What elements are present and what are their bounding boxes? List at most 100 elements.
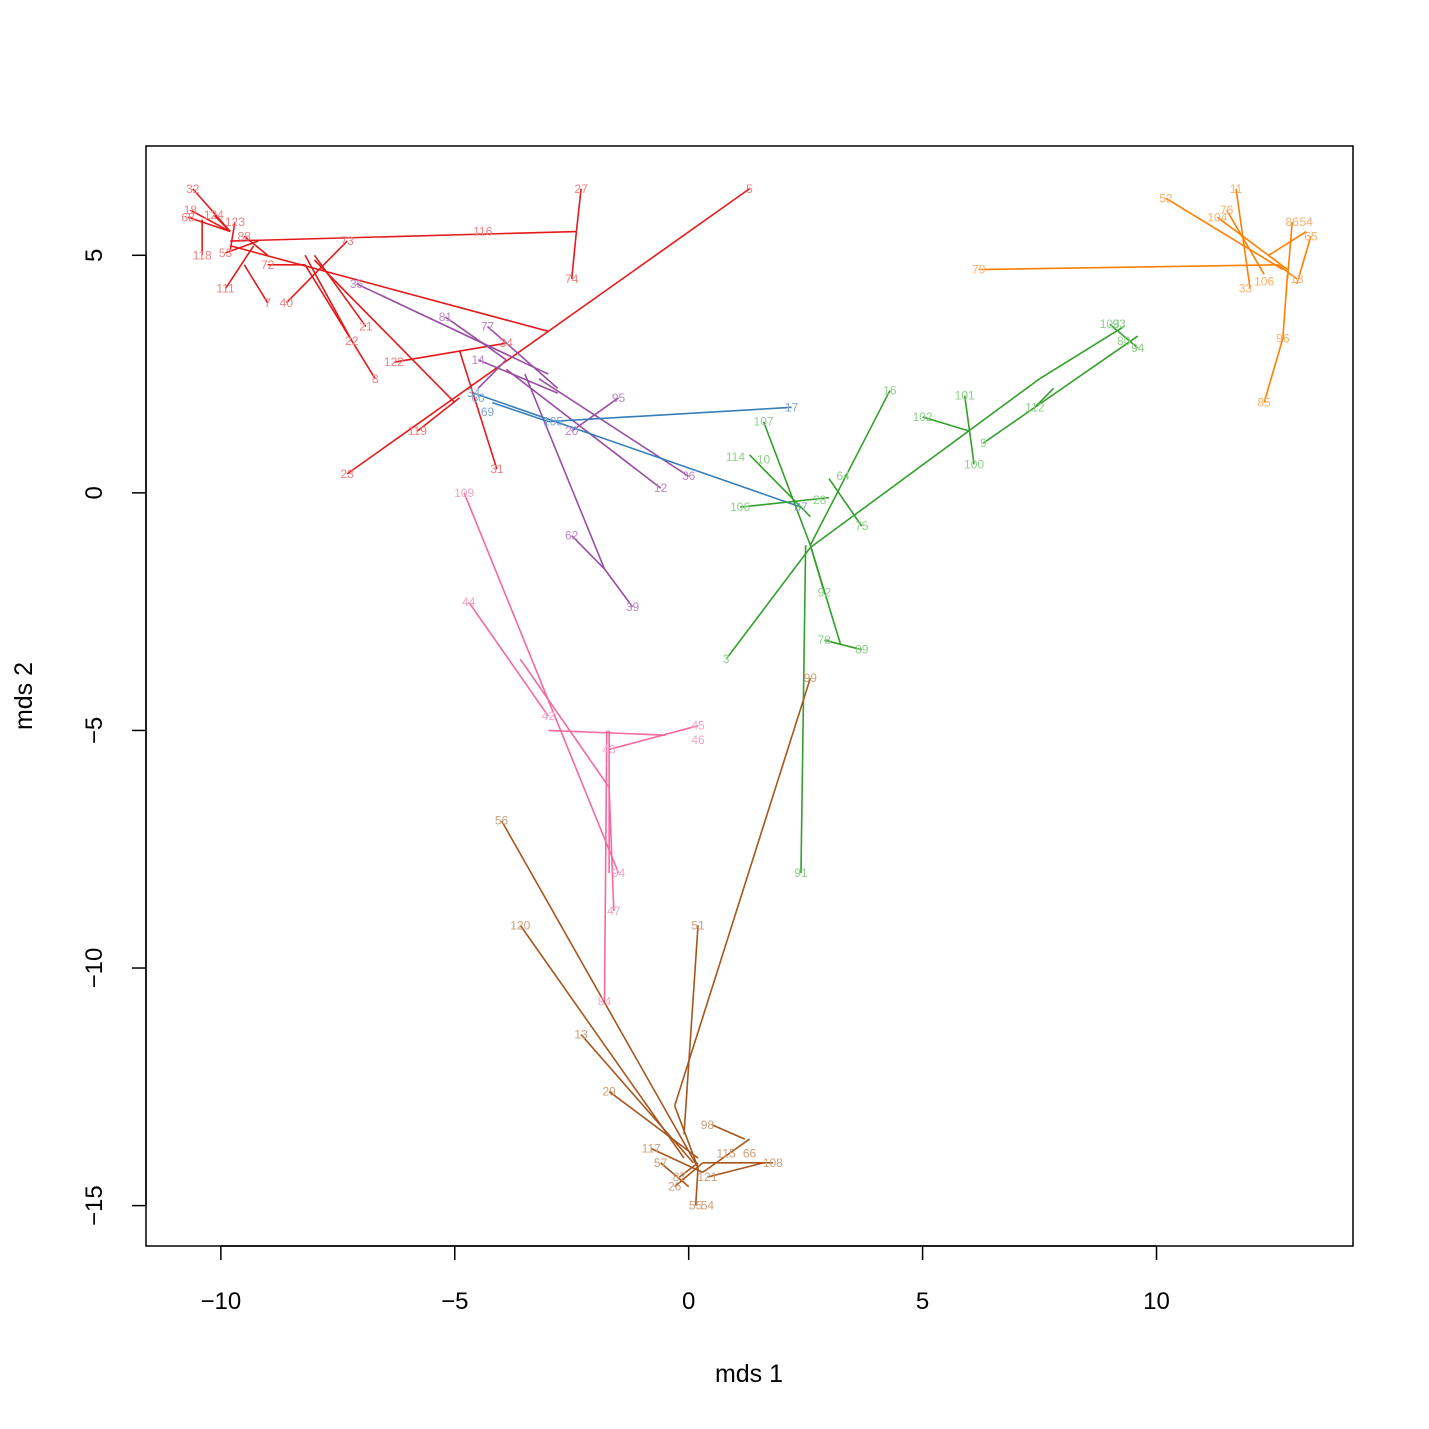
point-label: 35 (350, 277, 364, 291)
tree-segment (524, 373, 606, 570)
tree-segment (1286, 221, 1293, 280)
point-label: 46 (691, 733, 705, 747)
point-label: 109 (454, 486, 474, 500)
point-label: 91 (794, 866, 808, 880)
point-label: 42 (542, 709, 556, 723)
point-label: 75 (855, 519, 869, 533)
point-label: 18 (1290, 272, 1304, 286)
point-label: 51 (691, 918, 705, 932)
point-label: 16 (883, 384, 897, 398)
tree-segment (982, 335, 1139, 444)
point-label: 118 (193, 248, 212, 262)
tree-segment (313, 254, 367, 328)
point-label: 69 (481, 405, 495, 419)
point-label: 55 (689, 1199, 703, 1213)
tree-segment (1216, 216, 1288, 271)
point-label: 117 (642, 1142, 661, 1156)
tree-segment (285, 240, 348, 304)
point-label: 78 (818, 633, 832, 647)
tree-segment (304, 254, 353, 342)
point-label: 26 (668, 1180, 682, 1194)
point-label: 77 (481, 320, 495, 334)
point-label: 72 (261, 258, 275, 272)
tree-segment (603, 730, 608, 1002)
y-tick-label: −15 (81, 1185, 108, 1226)
y-tick-label: −5 (81, 717, 108, 744)
point-label: 93 (1112, 317, 1126, 331)
point-label: 52 (1159, 191, 1173, 205)
point-label: 122 (384, 355, 404, 369)
tree-segment (473, 392, 802, 508)
point-label: 43 (602, 742, 616, 756)
tree-segment (571, 397, 619, 432)
point-label: 96 (1276, 331, 1290, 345)
tree-segment (707, 1162, 764, 1178)
tree-segment (809, 390, 891, 546)
tree-segment (809, 544, 842, 646)
tree-segment (683, 925, 699, 1135)
point-label: 108 (763, 1156, 783, 1170)
tree-segment (978, 263, 1279, 271)
tree-segment (740, 496, 830, 508)
tree-segment (762, 421, 812, 546)
tree-segment (748, 454, 811, 518)
tree-segment (603, 568, 634, 608)
tree-segment (1165, 197, 1284, 271)
point-label: 10 (757, 453, 771, 467)
x-tick-label: 10 (1143, 1288, 1170, 1315)
point-label: 119 (408, 424, 427, 438)
point-label: 12 (654, 481, 668, 495)
point-label: 62 (565, 529, 579, 543)
point-label: 124 (204, 208, 224, 222)
tree-segment (519, 924, 685, 1159)
point-label: 76 (1220, 203, 1234, 217)
tree-segment (963, 395, 975, 465)
tree-segment (458, 350, 498, 470)
tree-segment (1282, 274, 1289, 339)
tree-segment (1296, 236, 1312, 285)
tree-segment (1225, 209, 1265, 275)
point-label: 81 (439, 310, 453, 324)
point-label: 17 (785, 400, 799, 414)
point-label: 37 (794, 500, 808, 514)
point-label: 9 (980, 436, 987, 450)
point-label: 102 (913, 410, 933, 424)
point-label: 56 (495, 814, 509, 828)
y-tick-label: 5 (81, 249, 108, 262)
point-label: 36 (682, 469, 696, 483)
point-label: 40 (280, 296, 294, 310)
point-label: 106 (730, 500, 750, 514)
tree-segment (243, 264, 269, 304)
tree-segment (213, 214, 231, 233)
point-label: 101 (955, 388, 975, 402)
point-label: 73 (340, 234, 354, 248)
point-label: 22 (345, 334, 359, 348)
tree-segment (416, 397, 460, 432)
point-label: 39 (626, 600, 640, 614)
point-label: 54 (1300, 215, 1314, 229)
tree-segment (1039, 325, 1125, 380)
tree-segment (1277, 264, 1298, 280)
point-label: 116 (473, 225, 492, 239)
axes: −10 −5 0 5 10 −15 −10 −5 0 5 (81, 249, 1170, 1315)
tree-segment (570, 231, 578, 280)
tree-segment (725, 547, 811, 660)
point-label: 79 (972, 263, 986, 277)
plot-frame (145, 145, 1354, 1247)
point-label: 105 (543, 415, 563, 429)
x-tick-label: −10 (200, 1288, 241, 1315)
point-label: 74 (565, 272, 579, 286)
tree-segment (356, 283, 549, 375)
x-tick-label: −5 (441, 1288, 468, 1315)
tree-segment (548, 406, 792, 423)
y-tick-label: 0 (81, 486, 108, 499)
point-label: 47 (607, 904, 621, 918)
point-label: 86 (1286, 215, 1300, 229)
point-label: 3 (723, 652, 730, 666)
point-label: 114 (726, 450, 745, 464)
tree-segment (187, 216, 231, 233)
tree-segment (650, 1147, 704, 1174)
point-label: 98 (701, 1118, 715, 1132)
point-label: 34 (467, 386, 481, 400)
